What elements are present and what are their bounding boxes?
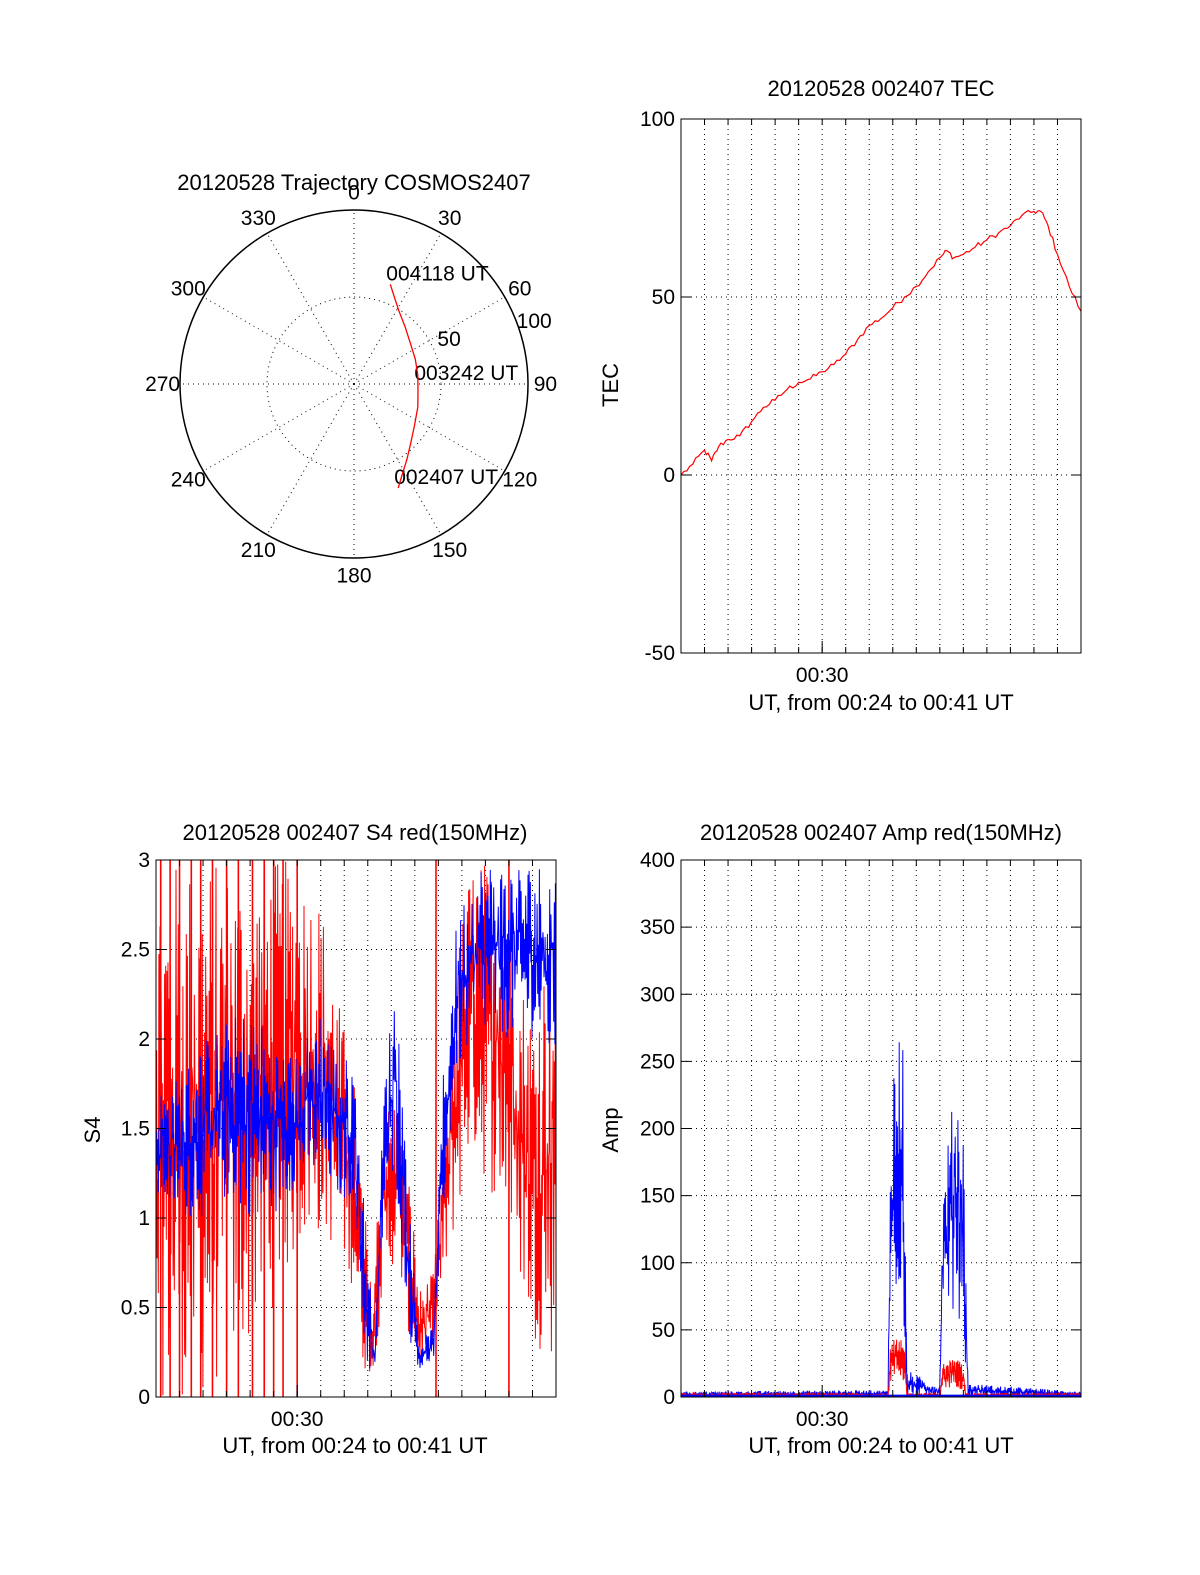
tec-chart: 20120528 002407 TEC UT, from 00:24 to 00… <box>598 76 1082 715</box>
s4-blue-series <box>156 869 556 1369</box>
polar-angle-label: 120 <box>502 469 537 492</box>
s4-xtick-label: 00:30 <box>271 1408 324 1431</box>
polar-spoke <box>266 383 355 535</box>
amp-plot <box>681 1042 1081 1397</box>
s4-xlabel: UT, from 00:24 to 00:41 UT <box>222 1433 487 1458</box>
amp-xtick-label: 00:30 <box>796 1408 849 1431</box>
polar-angle-label: 0 <box>348 182 360 205</box>
s4-ytick-label: 0 <box>138 1386 150 1409</box>
trajectory-line <box>389 284 419 489</box>
polar-angle-label: 150 <box>432 539 467 562</box>
amp-blue-series <box>681 1042 1081 1397</box>
polar-outer-ring <box>179 209 529 559</box>
trajectory-annotation: 002407 UT <box>394 466 498 489</box>
tec-line <box>680 209 1082 476</box>
polar-angle-label: 210 <box>241 539 276 562</box>
polar-angle-label: 60 <box>508 277 531 300</box>
polar-spoke <box>203 383 355 472</box>
amp-red-series <box>681 1339 1081 1397</box>
polar-spoke <box>353 233 442 385</box>
polar-spoke <box>266 233 355 385</box>
tec-ytick-label: -50 <box>645 642 675 665</box>
tec-frame <box>680 118 1082 654</box>
tec-title: 20120528 002407 TEC <box>767 76 994 101</box>
polar-radial-label: 50 <box>437 328 460 351</box>
s4-ytick-label: 3 <box>138 849 150 872</box>
tec-ytick-label: 100 <box>640 108 675 131</box>
trajectory-annotation: 004118 UT <box>386 262 489 285</box>
polar-spoke <box>203 296 355 385</box>
s4-ytick-label: 1 <box>138 1207 150 1230</box>
polar-ring-50 <box>266 296 442 472</box>
s4-ytick-label: 2.5 <box>121 939 150 962</box>
polar-spoke <box>353 383 442 535</box>
tec-ylabel: TEC <box>598 363 623 407</box>
polar-angle-label: 90 <box>534 373 557 396</box>
polar-angle-label: 300 <box>171 277 206 300</box>
tec-xlabel: UT, from 00:24 to 00:41 UT <box>748 690 1013 715</box>
trajectory-title: 20120528 Trajectory COSMOS2407 <box>177 170 530 195</box>
amp-ytick-label: 200 <box>640 1118 675 1141</box>
polar-spoke <box>353 383 505 472</box>
s4-plot <box>156 860 556 1397</box>
polar-radial-label: 100 <box>517 310 552 333</box>
tec-ytick-label: 50 <box>652 286 675 309</box>
amp-ytick-label: 350 <box>640 916 675 939</box>
s4-ytick-label: 0.5 <box>121 1297 150 1320</box>
s4-ytick-label: 2 <box>138 1028 150 1051</box>
tec-ytick-label: 0 <box>663 464 675 487</box>
trajectory-annotation: 003242 UT <box>414 362 518 385</box>
polar-angle-label: 330 <box>241 207 276 230</box>
amp-ytick-label: 250 <box>640 1050 675 1073</box>
s4-chart: 20120528 002407 S4 red(150MHz) UT, from … <box>80 820 557 1458</box>
amp-title: 20120528 002407 Amp red(150MHz) <box>700 820 1062 845</box>
amp-ytick-label: 50 <box>652 1319 675 1342</box>
amp-ytick-label: 400 <box>640 849 675 872</box>
polar-angle-label: 30 <box>438 207 461 230</box>
amp-ytick-label: 0 <box>663 1386 675 1409</box>
tec-xtick-label: 00:30 <box>796 664 849 687</box>
amp-ytick-label: 300 <box>640 983 675 1006</box>
polar-angle-label: 240 <box>171 469 206 492</box>
s4-ytick-label: 1.5 <box>121 1118 150 1141</box>
polar-angle-label: 270 <box>145 373 180 396</box>
amp-ylabel: Amp <box>598 1107 623 1152</box>
amp-chart: 20120528 002407 Amp red(150MHz) UT, from… <box>598 820 1082 1458</box>
s4-ylabel: S4 <box>80 1117 105 1144</box>
polar-spoke <box>353 296 505 385</box>
trajectory-polar-chart: 20120528 Trajectory COSMOS2407 0 30 60 90 12… <box>145 170 557 587</box>
amp-ytick-label: 100 <box>640 1252 675 1275</box>
polar-angle-label: 180 <box>336 564 371 587</box>
tec-grid <box>681 119 1081 653</box>
s4-title: 20120528 002407 S4 red(150MHz) <box>183 820 528 845</box>
amp-xlabel: UT, from 00:24 to 00:41 UT <box>748 1433 1013 1458</box>
amp-ytick-label: 150 <box>640 1185 675 1208</box>
amp-grid <box>681 860 1081 1397</box>
